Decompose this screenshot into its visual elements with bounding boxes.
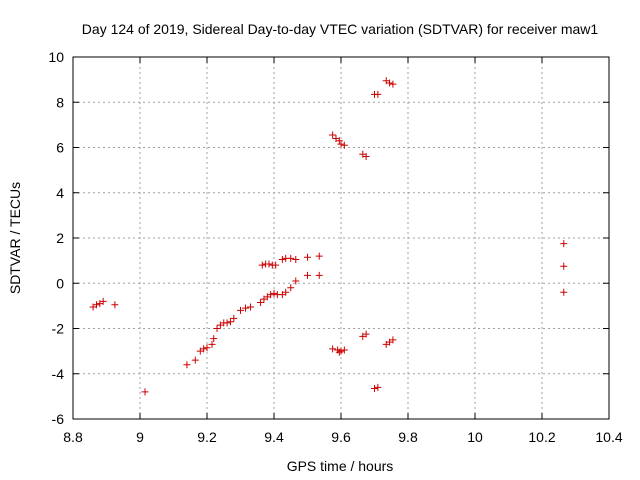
x-tick-label: 9.6	[331, 429, 351, 445]
data-point-marker	[374, 90, 382, 98]
data-point-marker	[267, 291, 275, 299]
x-tick-label: 9.8	[398, 429, 418, 445]
grid-lines	[73, 57, 609, 419]
data-point-marker	[287, 284, 295, 292]
x-tick-label: 10.2	[528, 429, 555, 445]
y-tick-label: 10	[48, 49, 64, 65]
data-point-marker	[242, 304, 250, 312]
y-tick-label: 2	[56, 230, 64, 246]
data-point-marker	[257, 298, 265, 306]
data-point-marker	[386, 79, 394, 87]
data-point-marker	[203, 344, 211, 352]
data-point-marker	[111, 301, 119, 309]
data-point-marker	[282, 288, 290, 296]
data-point-marker	[226, 318, 234, 326]
y-tick-label: 8	[56, 94, 64, 110]
x-tick-label: 9.2	[197, 429, 217, 445]
data-point-marker	[265, 260, 273, 268]
data-point-marker	[371, 384, 378, 392]
data-point-marker	[335, 137, 343, 145]
data-point-marker	[340, 346, 348, 354]
x-axis-label: GPS time / hours	[287, 458, 394, 474]
data-point-marker	[335, 348, 343, 356]
data-point-marker	[272, 261, 280, 269]
data-point-marker	[560, 262, 568, 270]
data-point-marker	[315, 252, 323, 260]
chart-title: Day 124 of 2019, Sidereal Day-to-day VTE…	[82, 21, 599, 37]
data-point-marker	[292, 255, 300, 263]
data-point-marker	[191, 356, 199, 364]
data-point-marker	[560, 288, 568, 296]
data-point-marker	[329, 345, 337, 353]
data-point-marker	[362, 330, 370, 338]
x-tick-label: 8.8	[63, 429, 83, 445]
x-tick-label: 9.4	[264, 429, 284, 445]
axis-ticks: 8.8 9 9.2 9.4 9.6 9.8 10 10.2 10.4 -6 -4 -2 0 2 4 6 8 10	[48, 49, 622, 445]
data-point-marker	[389, 80, 397, 88]
data-point-marker	[292, 277, 300, 285]
data-point-marker	[230, 314, 238, 322]
data-point-marker	[278, 255, 286, 263]
x-tick-label: 10	[467, 429, 483, 445]
data-point-marker	[141, 388, 149, 396]
data-point-marker	[99, 297, 107, 305]
data-point-marker	[340, 141, 348, 149]
data-point-marker	[200, 345, 208, 353]
data-point-marker	[213, 325, 221, 332]
data-point-marker	[183, 361, 191, 369]
data-point-marker	[304, 271, 311, 279]
y-tick-label: 6	[56, 140, 64, 156]
y-tick-label: -6	[52, 411, 65, 427]
x-tick-label: 9	[136, 429, 144, 445]
y-axis-label: SDTVAR / TECUs	[7, 182, 23, 294]
y-tick-label: -4	[52, 366, 65, 382]
data-point-marker	[92, 301, 100, 309]
y-tick-label: 0	[56, 275, 64, 291]
data-points	[89, 77, 568, 396]
data-point-marker	[304, 253, 311, 261]
data-point-marker	[560, 240, 568, 248]
x-tick-label: 10.4	[595, 429, 622, 445]
data-point-marker	[374, 383, 382, 391]
data-point-marker	[247, 303, 255, 311]
y-tick-label: 4	[56, 185, 64, 201]
data-point-marker	[362, 153, 370, 161]
data-point-marker	[237, 306, 244, 314]
plot-frame	[72, 56, 610, 420]
data-point-marker	[315, 271, 323, 279]
data-point-marker	[337, 347, 345, 355]
data-point-marker	[258, 261, 266, 269]
data-point-marker	[287, 254, 295, 262]
data-point-marker	[329, 131, 337, 139]
data-point-marker	[223, 319, 231, 327]
data-point-marker	[337, 140, 345, 148]
y-tick-label: -2	[52, 321, 65, 337]
data-point-marker	[270, 289, 278, 297]
data-point-marker	[210, 335, 218, 343]
data-point-marker	[389, 336, 397, 344]
data-point-marker	[208, 340, 216, 348]
